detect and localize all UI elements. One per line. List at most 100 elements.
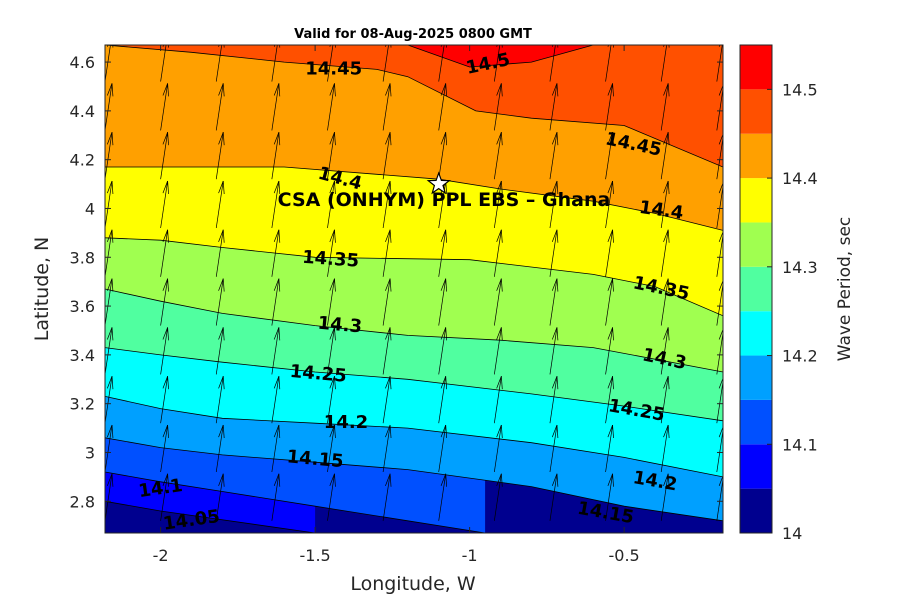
wave-arrow	[660, 180, 670, 229]
wave-arrow	[382, 83, 392, 131]
colorbar-swatch	[740, 311, 772, 356]
wave-arrow	[105, 229, 114, 277]
wave-arrow	[215, 83, 225, 131]
wave-arrow	[493, 229, 503, 277]
wave-arrow	[271, 424, 281, 473]
wave-arrow	[327, 132, 336, 180]
wave-arrow	[493, 473, 503, 521]
plot-frame	[104, 44, 724, 534]
colorbar-swatch	[740, 266, 772, 312]
colorbar-swatch	[740, 355, 772, 400]
wave-arrow	[327, 180, 336, 229]
wave-arrow	[382, 229, 392, 277]
wave-arrow	[271, 376, 281, 424]
colorbar-frame	[739, 44, 773, 534]
wave-arrow	[105, 278, 114, 326]
wave-arrow	[382, 424, 392, 473]
contour-label: 14.15	[286, 446, 345, 472]
colorbar-tick-label: 14.1	[782, 435, 818, 454]
wave-arrow	[438, 278, 448, 326]
wave-arrow	[105, 180, 114, 229]
wave-arrow	[215, 180, 225, 229]
y-tick-label: 4.4	[70, 102, 95, 121]
wave-arrow	[493, 83, 503, 131]
wave-arrow	[215, 473, 225, 521]
wave-arrow	[105, 473, 114, 521]
wave-arrow	[660, 229, 670, 277]
contour-lines	[105, 45, 723, 533]
wave-arrow	[215, 278, 225, 326]
wave-arrow	[605, 424, 614, 473]
wave-arrow	[549, 424, 559, 473]
x-tick-label: -1	[462, 546, 478, 565]
wave-arrow	[327, 376, 336, 424]
wave-arrow	[493, 376, 503, 424]
colorbar-swatch	[740, 178, 772, 223]
contour-label: 14.3	[317, 313, 363, 338]
wave-arrow	[493, 278, 503, 326]
colorbar-swatch	[740, 399, 772, 445]
wave-arrow	[382, 278, 392, 326]
wave-arrow	[105, 376, 114, 424]
wave-arrow	[716, 45, 723, 82]
wave-direction-arrows	[105, 45, 723, 521]
wave-arrow	[160, 83, 169, 131]
x-axis: -2 -1.5 -1 -0.5	[153, 45, 640, 565]
contour-label: 14.2	[324, 412, 368, 433]
wave-arrow	[215, 327, 225, 375]
colorbar-tick-label: 14.3	[782, 258, 818, 277]
wave-arrow	[271, 180, 281, 229]
x-tick-label: -0.5	[609, 546, 640, 565]
contour-line-14.1	[105, 471, 486, 533]
colorbar-tick-label: 14.5	[782, 80, 818, 99]
wave-arrow	[605, 327, 614, 375]
wave-arrow	[271, 278, 281, 326]
wave-arrow	[605, 132, 614, 180]
wave-arrow	[660, 376, 670, 424]
wave-arrow	[493, 424, 503, 473]
y-tick-label: 3.8	[70, 248, 95, 267]
wave-arrow	[605, 473, 614, 521]
contour-label: 14.35	[301, 247, 359, 272]
wave-arrow	[160, 376, 169, 424]
colorbar-label: Wave Period, sec	[835, 217, 855, 362]
colorbar-tick-label: 14.4	[782, 169, 818, 188]
colorbar-swatch	[740, 133, 772, 179]
y-tick-label: 3.4	[70, 346, 95, 365]
contour-line-14.35	[105, 237, 723, 317]
wave-arrow	[438, 83, 448, 131]
wave-arrow	[271, 132, 281, 180]
wave-arrow	[549, 229, 559, 277]
wave-arrow	[660, 473, 670, 521]
contour-line-14.2	[105, 396, 723, 478]
y-tick-label: 4	[85, 199, 95, 218]
wave-arrow	[438, 327, 448, 375]
contour-line-14.15	[105, 437, 723, 522]
wave-arrow	[382, 132, 392, 180]
wave-arrow	[660, 83, 670, 131]
x-tick-label: -2	[153, 546, 169, 565]
wave-arrow	[549, 132, 559, 180]
wave-arrow	[549, 278, 559, 326]
wave-arrow	[493, 180, 503, 229]
wave-arrow	[493, 327, 503, 375]
wave-arrow	[660, 278, 670, 326]
colorbar-swatch	[740, 222, 772, 267]
y-tick-label: 4.2	[70, 151, 95, 170]
wave-arrow	[605, 83, 614, 131]
wave-arrow	[105, 83, 114, 131]
wave-arrow	[438, 132, 448, 180]
colorbar-tick-label: 14	[782, 524, 802, 543]
y-tick-label: 3	[85, 443, 95, 462]
wave-arrow	[215, 424, 225, 473]
contour-line-14.45	[105, 45, 723, 168]
wave-arrow	[215, 132, 225, 180]
wave-arrow	[382, 376, 392, 424]
wave-arrow	[382, 327, 392, 375]
wave-arrow	[660, 424, 670, 473]
wave-arrow	[493, 132, 503, 180]
wave-arrow	[549, 376, 559, 424]
y-tick-label: 2.8	[70, 492, 95, 511]
wave-arrow	[327, 473, 336, 521]
